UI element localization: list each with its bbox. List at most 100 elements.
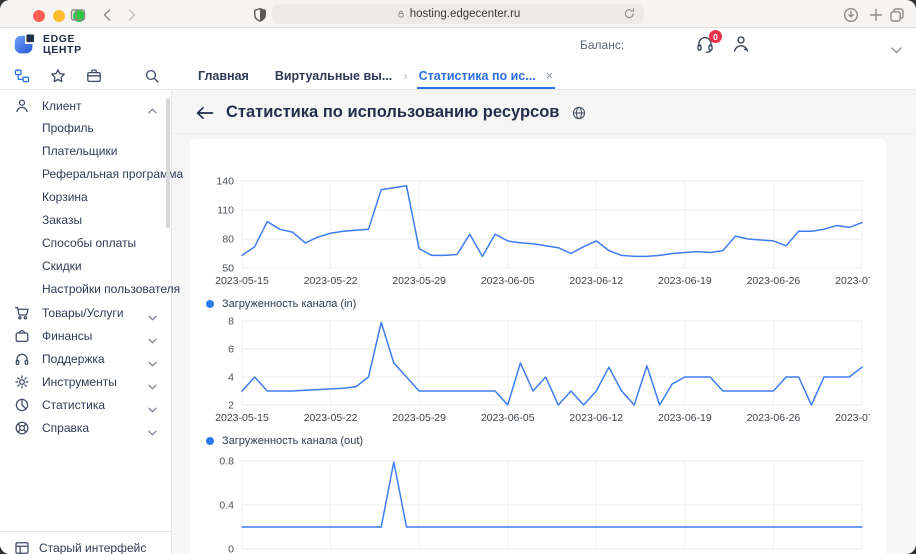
cart-icon bbox=[14, 305, 30, 321]
y-axis-tick-label: 50 bbox=[222, 263, 234, 275]
chart-0: 50 80 110 140 2023-05-15 2023-05-22 2023-05-29… bbox=[215, 176, 870, 288]
x-axis-tick-label: 2023-05-15 bbox=[215, 275, 269, 287]
favorites-star-icon[interactable] bbox=[50, 68, 66, 84]
tab-overview-icon[interactable] bbox=[889, 7, 905, 23]
headset-icon bbox=[14, 351, 30, 367]
sidebar-toggle-icon[interactable] bbox=[70, 7, 86, 23]
main-content: Статистика по использованию ресурсов 50 8… bbox=[172, 90, 916, 554]
sidebar-item-label: Финансы bbox=[42, 328, 93, 343]
legend-dot-icon bbox=[206, 300, 214, 308]
page-header: Статистика по использованию ресурсов bbox=[172, 90, 916, 134]
forward-navigation-icon[interactable] bbox=[123, 7, 139, 23]
legend-label: Загруженность канала (in) bbox=[222, 298, 357, 310]
downloads-icon[interactable] bbox=[843, 7, 859, 23]
privacy-shield-icon[interactable] bbox=[252, 7, 268, 23]
y-axis-tick-label: 80 bbox=[222, 234, 234, 246]
sidebar-item-0[interactable]: Клиент bbox=[0, 94, 171, 117]
x-axis-tick-label: 2023-05-15 bbox=[215, 412, 269, 424]
wallet-icon bbox=[14, 328, 30, 344]
x-axis-tick-label: 2023-06-19 bbox=[658, 412, 712, 424]
tab-label: Виртуальные вы... bbox=[274, 68, 393, 83]
minimize-window-button[interactable] bbox=[53, 10, 65, 22]
lock-icon bbox=[398, 10, 404, 18]
close-tab-icon[interactable]: × bbox=[545, 68, 554, 83]
sidebar-subitem-0-6[interactable]: Скидки bbox=[42, 259, 82, 273]
chevron-down-icon bbox=[148, 356, 157, 366]
charts-panel: 50 80 110 140 2023-05-15 2023-05-22 2023-05-29… bbox=[190, 139, 886, 554]
globe-icon[interactable] bbox=[571, 105, 587, 121]
tab-label: Статистика по ис... bbox=[418, 68, 536, 83]
x-axis-tick-label: 2023-07-03 bbox=[835, 275, 870, 287]
y-axis-tick-label: 110 bbox=[217, 205, 234, 217]
new-tab-icon[interactable] bbox=[868, 7, 884, 23]
x-axis-tick-label: 2023-05-22 bbox=[304, 412, 358, 424]
old-interface-icon bbox=[14, 540, 30, 554]
x-axis-tick-label: 2023-05-22 bbox=[304, 275, 358, 287]
header-chevron-down-icon[interactable] bbox=[891, 41, 902, 54]
back-arrow-icon[interactable] bbox=[196, 106, 214, 120]
x-axis-tick-label: 2023-07-03 bbox=[835, 412, 870, 424]
sidebar-subitem-0-0[interactable]: Профиль bbox=[42, 121, 94, 135]
tab-2[interactable]: Статистика по ис... × bbox=[417, 62, 556, 89]
x-axis-tick-label: 2023-06-12 bbox=[569, 412, 623, 424]
back-navigation-icon[interactable] bbox=[100, 7, 116, 23]
tab-1[interactable]: Виртуальные вы... bbox=[273, 62, 394, 89]
y-axis-tick-label: 0.8 bbox=[219, 456, 234, 468]
chart-legend-1: Загруженность канала (out) bbox=[206, 432, 870, 450]
tab-breadcrumb-arrow-icon: › bbox=[403, 68, 408, 83]
x-axis-tick-label: 2023-06-05 bbox=[481, 412, 535, 424]
chevron-down-icon bbox=[148, 379, 157, 389]
series-line bbox=[241, 321, 863, 406]
old-interface-label: Старый интерфейс bbox=[39, 541, 147, 554]
user-menu-icon[interactable] bbox=[731, 34, 751, 54]
sidebar-item-6[interactable]: Справка bbox=[0, 416, 171, 439]
lifebuoy-icon bbox=[14, 420, 30, 436]
sidebar-item-5[interactable]: Статистика bbox=[0, 393, 171, 416]
legend-dot-icon bbox=[206, 437, 214, 445]
chart-legend-0: Загруженность канала (in) bbox=[206, 295, 870, 313]
y-axis-tick-label: 0 bbox=[228, 544, 234, 554]
sidebar-item-3[interactable]: Поддержка bbox=[0, 347, 171, 370]
sidebar-item-4[interactable]: Инструменты bbox=[0, 370, 171, 393]
sidebar-subitem-0-1[interactable]: Плательщики bbox=[42, 144, 118, 158]
address-bar[interactable]: hosting.edgecenter.ru bbox=[272, 4, 644, 24]
app-header: EDGE ЦЕНТР Баланс: 0 bbox=[0, 28, 916, 62]
sidebar-subitem-0-3[interactable]: Корзина bbox=[42, 190, 88, 204]
sidebar-footer: Старый интерфейс ISPsystem © 2004-2023 bbox=[0, 531, 171, 554]
tab-gap bbox=[251, 62, 273, 89]
briefcase-icon[interactable] bbox=[86, 68, 102, 84]
edgecenter-logo-icon bbox=[14, 33, 36, 54]
x-axis-tick-label: 2023-06-05 bbox=[481, 275, 535, 287]
reload-icon[interactable] bbox=[623, 7, 636, 20]
page-title: Статистика по использованию ресурсов bbox=[226, 103, 560, 121]
support-headset-icon[interactable]: 0 bbox=[695, 30, 722, 54]
tab-label: Главная bbox=[198, 68, 249, 83]
tree-view-icon[interactable] bbox=[14, 68, 30, 84]
url-text: hosting.edgecenter.ru bbox=[396, 8, 520, 20]
open-tabs: Главная Виртуальные вы... › Статистика по и… bbox=[172, 62, 555, 89]
chart-2: 0 0.4 0.8 bbox=[219, 456, 863, 554]
notification-badge: 0 bbox=[709, 30, 722, 43]
sidebar-subitem-0-7[interactable]: Настройки пользователя bbox=[42, 282, 181, 296]
x-axis-tick-label: 2023-05-29 bbox=[392, 412, 446, 424]
sidebar-item-label: Клиент bbox=[42, 98, 82, 113]
sidebar-item-label: Поддержка bbox=[42, 351, 105, 366]
sidebar-item-2[interactable]: Финансы bbox=[0, 324, 171, 347]
sidebar-scrollbar[interactable] bbox=[166, 98, 170, 228]
sidebar-item-1[interactable]: Товары/Услуги bbox=[0, 301, 171, 324]
sidebar-toolbar bbox=[0, 62, 172, 89]
sidebar-subitem-0-2[interactable]: Реферальная программа bbox=[42, 167, 184, 181]
chevron-down-icon bbox=[148, 310, 157, 320]
sidebar-subitem-0-5[interactable]: Способы оплаты bbox=[42, 236, 137, 250]
x-axis-tick-label: 2023-05-29 bbox=[392, 275, 446, 287]
series-line bbox=[241, 461, 863, 528]
old-interface-link[interactable]: Старый интерфейс bbox=[0, 532, 171, 554]
sidebar-subitem-0-4[interactable]: Заказы bbox=[42, 213, 83, 227]
chevron-down-icon bbox=[148, 425, 157, 435]
edgecenter-logo[interactable]: EDGE ЦЕНТР bbox=[13, 33, 82, 56]
tab-0[interactable]: Главная bbox=[196, 62, 251, 89]
chevron-down-icon bbox=[148, 333, 157, 343]
close-window-button[interactable] bbox=[33, 10, 45, 22]
search-icon[interactable] bbox=[144, 68, 160, 84]
